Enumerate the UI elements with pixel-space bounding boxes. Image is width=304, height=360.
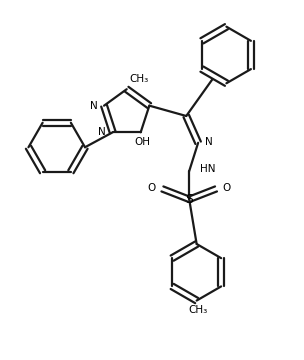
Text: N: N: [98, 127, 106, 137]
Text: O: O: [148, 183, 156, 193]
Text: OH: OH: [134, 137, 150, 147]
Text: N: N: [90, 101, 98, 111]
Text: CH₃: CH₃: [188, 305, 208, 315]
Text: O: O: [223, 183, 231, 193]
Text: CH₃: CH₃: [130, 74, 149, 84]
Text: HN: HN: [200, 164, 215, 174]
Text: N: N: [205, 137, 212, 147]
Text: S: S: [185, 193, 193, 206]
